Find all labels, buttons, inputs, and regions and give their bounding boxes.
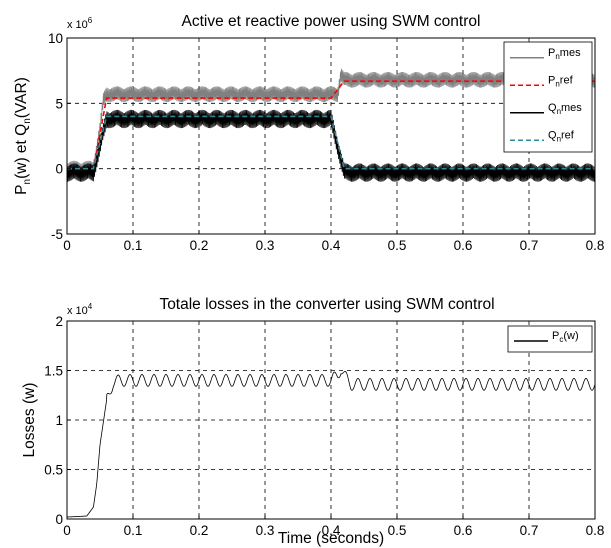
power-chart-title: Active et reactive power using SWM contr… bbox=[182, 13, 481, 30]
x-tick-label: 0.8 bbox=[586, 238, 605, 253]
x-tick-label: 0.4 bbox=[322, 523, 341, 538]
x-tick-label: 0.7 bbox=[520, 238, 539, 253]
x-tick-label: 0.2 bbox=[190, 238, 209, 253]
y-tick-label: 1.5 bbox=[44, 364, 63, 379]
x-tick-label: 0.3 bbox=[256, 238, 275, 253]
y-tick-label: 10 bbox=[48, 31, 63, 46]
y-tick-label: 0.5 bbox=[44, 463, 63, 478]
y-tick-label: 0 bbox=[55, 162, 63, 177]
x-tick-label: 0.1 bbox=[124, 238, 143, 253]
legend-label: Pnmes bbox=[548, 47, 581, 61]
losses-chart: 0 0.1 0.2 0.3 0.4 0.5 0.6 0.7 0.8 0 0.5 1 1.5 2 Total… bbox=[21, 296, 604, 547]
power-chart-ylabel: Pn(w) et Qn(VAR) bbox=[13, 77, 33, 195]
losses-chart-title: Totale losses in the converter using SWM… bbox=[159, 296, 494, 313]
legend-label: Qnref bbox=[548, 129, 575, 143]
x-tick-label: 0 bbox=[63, 238, 71, 253]
losses-chart-multiplier: x 104 bbox=[67, 302, 93, 317]
x-tick-label: 0.4 bbox=[322, 238, 341, 253]
series-line-p-c-w- bbox=[66, 370, 596, 518]
y-tick-label: 2 bbox=[55, 314, 63, 329]
x-tick-label: 0.8 bbox=[586, 523, 605, 538]
y-tick-label: -5 bbox=[51, 227, 63, 242]
legend-box bbox=[503, 41, 593, 153]
x-tick-label: 0.7 bbox=[520, 523, 539, 538]
losses-chart-grid bbox=[67, 321, 595, 519]
x-tick-label: 0.3 bbox=[256, 523, 275, 538]
x-tick-label: 0.6 bbox=[454, 523, 473, 538]
series-line-q-n-mes bbox=[66, 109, 596, 182]
power-chart-multiplier: x 106 bbox=[67, 16, 93, 31]
series-line-q-n-ref bbox=[67, 115, 595, 170]
legend-label: Pnref bbox=[548, 74, 574, 88]
x-tick-label: 0.2 bbox=[190, 523, 209, 538]
y-tick-label: 0 bbox=[55, 512, 63, 527]
losses-chart-ylabel: Losses (w) bbox=[21, 383, 38, 458]
x-tick-label: 0.1 bbox=[124, 523, 143, 538]
y-tick-label: 1 bbox=[55, 413, 63, 428]
x-tick-label: 0 bbox=[63, 523, 71, 538]
legend-box bbox=[507, 325, 593, 353]
x-tick-label: 0.5 bbox=[388, 238, 407, 253]
legend-label: Qnmes bbox=[548, 102, 582, 116]
y-tick-label: 5 bbox=[55, 96, 63, 111]
losses-chart-series bbox=[66, 370, 596, 518]
losses-chart-legend: Pc(w) bbox=[507, 325, 593, 353]
x-tick-label: 0.6 bbox=[454, 238, 473, 253]
legend-label: Pc(w) bbox=[552, 330, 579, 344]
x-tick-label: 0.5 bbox=[388, 523, 407, 538]
losses-chart-ticks: 0 0.1 0.2 0.3 0.4 0.5 0.6 0.7 0.8 0 0.5 1 1.5 2 bbox=[44, 314, 604, 538]
power-chart-legend: Pnmes Pnref Qnmes Qnref bbox=[503, 41, 593, 153]
losses-chart-xlabel: Time (seconds) bbox=[278, 530, 384, 547]
